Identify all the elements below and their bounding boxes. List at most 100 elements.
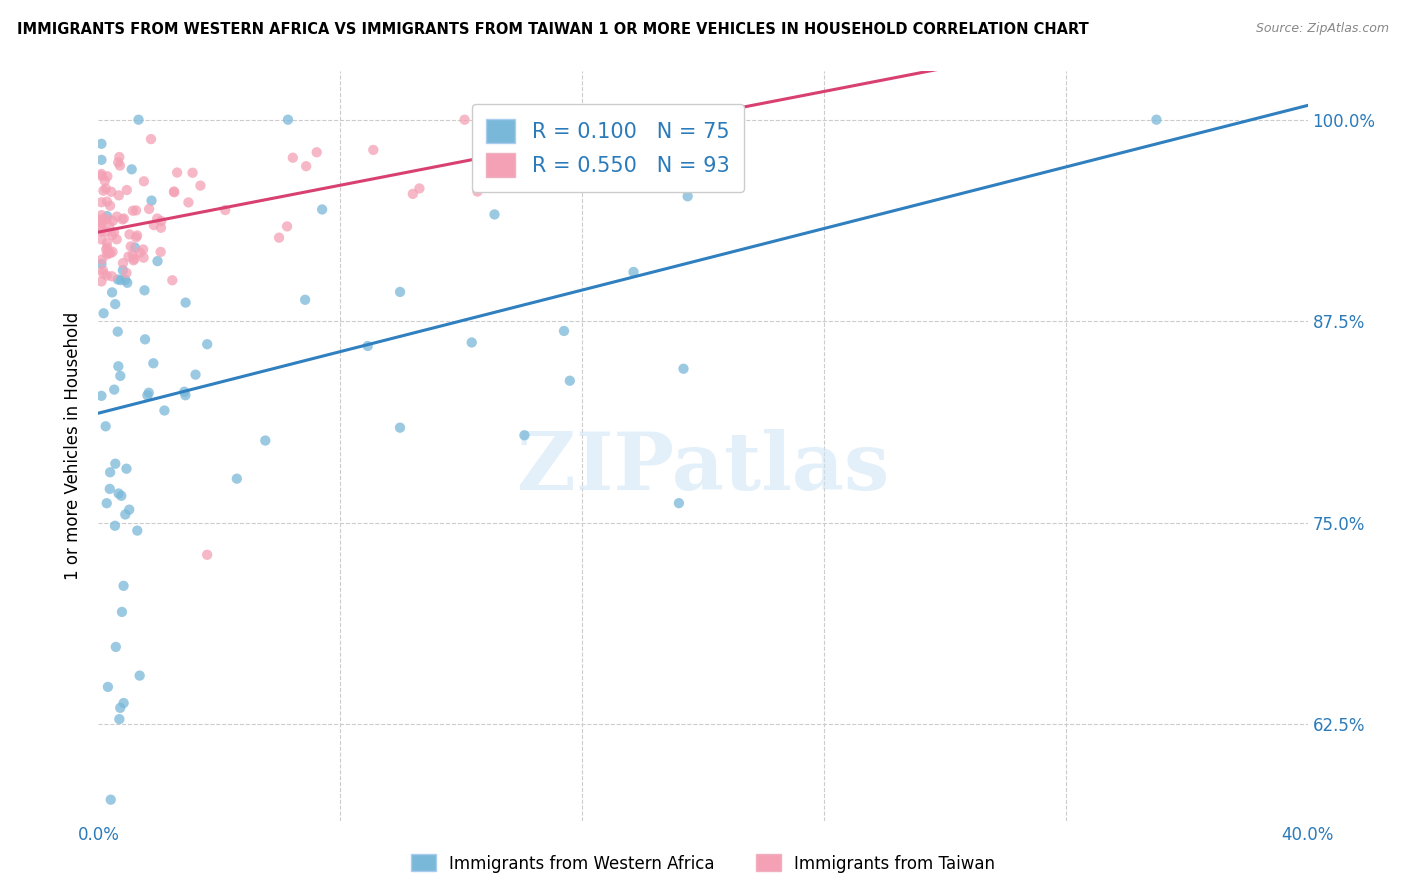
Point bbox=[132, 251, 155, 265]
Point bbox=[108, 150, 131, 164]
Point bbox=[676, 189, 699, 203]
Point bbox=[90, 257, 112, 271]
Point bbox=[117, 250, 139, 264]
Point bbox=[141, 194, 163, 208]
Point bbox=[177, 195, 200, 210]
Point bbox=[96, 212, 118, 227]
Point bbox=[101, 269, 124, 284]
Point bbox=[124, 252, 146, 266]
Point bbox=[104, 640, 127, 654]
Point bbox=[91, 213, 114, 227]
Point bbox=[132, 174, 155, 188]
Point bbox=[174, 295, 197, 310]
Point bbox=[90, 195, 112, 210]
Point bbox=[97, 245, 120, 260]
Point bbox=[96, 268, 118, 283]
Point bbox=[128, 112, 150, 127]
Point bbox=[111, 605, 134, 619]
Point bbox=[100, 185, 122, 199]
Point bbox=[184, 368, 207, 382]
Point bbox=[90, 215, 112, 229]
Point bbox=[112, 579, 135, 593]
Point bbox=[163, 185, 186, 199]
Point bbox=[104, 457, 127, 471]
Point bbox=[162, 273, 184, 287]
Point bbox=[107, 272, 129, 286]
Point bbox=[105, 232, 128, 246]
Point bbox=[108, 159, 131, 173]
Point bbox=[453, 112, 475, 127]
Point bbox=[150, 220, 173, 235]
Point bbox=[96, 194, 118, 209]
Point bbox=[127, 524, 149, 538]
Point bbox=[98, 199, 121, 213]
Point bbox=[101, 244, 124, 259]
Point bbox=[150, 214, 173, 228]
Point bbox=[122, 203, 145, 218]
Point bbox=[114, 508, 136, 522]
Point bbox=[101, 285, 124, 300]
Point bbox=[101, 214, 124, 228]
Point bbox=[112, 211, 135, 226]
Point bbox=[132, 243, 155, 257]
Point bbox=[97, 680, 120, 694]
Point bbox=[672, 361, 695, 376]
Point bbox=[93, 306, 115, 320]
Point bbox=[98, 219, 121, 233]
Point bbox=[295, 159, 318, 173]
Point bbox=[115, 183, 138, 197]
Point bbox=[363, 143, 385, 157]
Point bbox=[467, 185, 489, 199]
Point bbox=[294, 293, 316, 307]
Point bbox=[623, 265, 645, 279]
Point bbox=[388, 420, 411, 434]
Point bbox=[558, 374, 581, 388]
Point bbox=[121, 162, 143, 177]
Point bbox=[142, 356, 165, 370]
Point bbox=[93, 184, 115, 198]
Point bbox=[111, 212, 134, 227]
Point bbox=[122, 253, 145, 268]
Point bbox=[94, 174, 117, 188]
Point bbox=[408, 181, 430, 195]
Point bbox=[108, 188, 131, 202]
Point bbox=[402, 186, 425, 201]
Point bbox=[460, 335, 482, 350]
Point bbox=[138, 385, 160, 400]
Point bbox=[90, 275, 112, 289]
Point bbox=[496, 112, 519, 127]
Point bbox=[111, 263, 134, 277]
Point bbox=[96, 241, 118, 255]
Point bbox=[617, 131, 640, 145]
Point bbox=[118, 227, 141, 242]
Point bbox=[103, 383, 125, 397]
Point bbox=[96, 225, 118, 239]
Point bbox=[534, 140, 557, 154]
Point bbox=[134, 332, 156, 346]
Point bbox=[91, 263, 114, 277]
Point bbox=[117, 276, 139, 290]
Point bbox=[90, 222, 112, 236]
Point bbox=[115, 266, 138, 280]
Point bbox=[107, 486, 129, 500]
Point bbox=[107, 155, 129, 169]
Point bbox=[121, 248, 143, 262]
Point bbox=[96, 209, 118, 223]
Point bbox=[96, 496, 118, 510]
Point bbox=[254, 434, 277, 448]
Point bbox=[90, 224, 112, 238]
Point bbox=[138, 202, 160, 216]
Point bbox=[107, 325, 129, 339]
Point bbox=[90, 211, 112, 226]
Point bbox=[181, 166, 204, 180]
Text: IMMIGRANTS FROM WESTERN AFRICA VS IMMIGRANTS FROM TAIWAN 1 OR MORE VEHICLES IN H: IMMIGRANTS FROM WESTERN AFRICA VS IMMIGR… bbox=[17, 22, 1088, 37]
Point bbox=[110, 368, 132, 383]
Point bbox=[90, 389, 112, 403]
Y-axis label: 1 or more Vehicles in Household: 1 or more Vehicles in Household bbox=[65, 312, 83, 580]
Point bbox=[91, 267, 114, 281]
Point bbox=[173, 384, 195, 399]
Point bbox=[139, 132, 162, 146]
Text: ZIPatlas: ZIPatlas bbox=[517, 429, 889, 508]
Point bbox=[128, 668, 150, 682]
Point bbox=[96, 235, 118, 250]
